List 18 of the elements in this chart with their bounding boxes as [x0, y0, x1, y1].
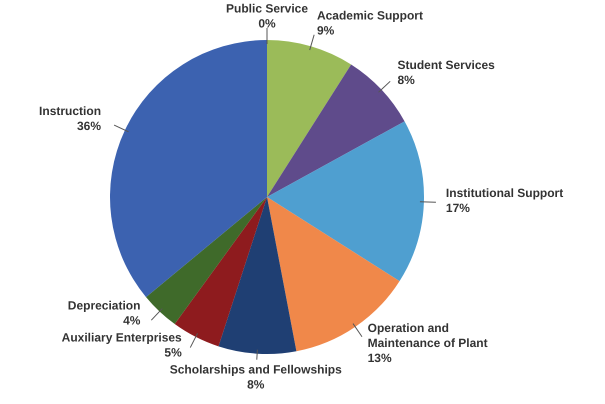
- slice-label: Auxiliary Enterprises: [62, 330, 182, 344]
- category-label: Public Service: [226, 1, 308, 16]
- slice-label: Academic Support: [316, 8, 423, 22]
- slice-label: Scholarships and Fellowships: [170, 362, 342, 376]
- slice-label: Instruction: [39, 104, 102, 118]
- data-label: 4%: [123, 313, 141, 328]
- slice-label: Institutional Support: [446, 186, 564, 200]
- data-label: 8%: [247, 377, 265, 392]
- data-label: 5%: [164, 345, 182, 360]
- slice-label: Operation and Maintenance of Plant: [368, 320, 488, 350]
- text: 0%: [258, 16, 276, 30]
- data-label: 36%: [77, 119, 102, 134]
- slice-label: Student Services: [397, 58, 496, 72]
- data-label: 8%: [397, 72, 416, 87]
- data-label: 9%: [316, 23, 335, 38]
- data-label: 17%: [446, 200, 470, 215]
- data-label: 13%: [368, 350, 392, 365]
- slice-label: Depreciation: [68, 298, 140, 312]
